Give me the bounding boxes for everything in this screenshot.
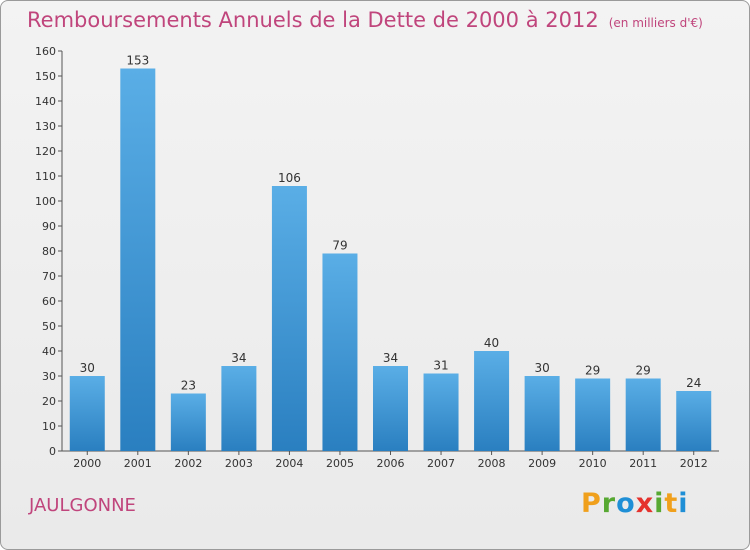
data-label: 79 [332,239,347,253]
y-tick-label: 70 [42,270,56,283]
chart-title-text: Remboursements Annuels de la Dette de 20… [27,8,599,32]
y-tick-label: 0 [49,445,56,458]
y-tick-label: 100 [35,195,56,208]
y-tick-label: 120 [35,145,56,158]
y-tick-label: 140 [35,95,56,108]
x-tick-label: 2004 [275,457,303,470]
bar [373,366,408,451]
bar [69,376,105,451]
x-tick-label: 2009 [528,457,556,470]
commune-name: JAULGONNE [29,495,136,516]
y-tick-label: 110 [35,170,56,183]
logo-letter: x [635,488,655,519]
x-tick-label: 2012 [680,457,708,470]
data-label: 106 [278,171,301,185]
bar [423,373,459,451]
y-tick-label: 160 [35,45,56,58]
y-tick-label: 60 [42,295,56,308]
logo-letter: i [678,488,689,519]
x-tick-label: 2007 [427,457,455,470]
data-label: 23 [181,379,196,393]
y-tick-label: 90 [42,220,56,233]
bar [221,366,257,451]
bar [120,68,156,451]
data-label: 29 [636,364,651,378]
x-tick-label: 2002 [174,457,202,470]
data-label: 24 [686,376,701,390]
x-tick-label: 2010 [579,457,607,470]
bar [676,391,712,451]
label-layer: 2000 30 2001 153 2002 23 2003 34 2004 106 2005 79 20… [73,54,707,471]
y-tick-label: 50 [42,320,56,333]
y-tick-label: 80 [42,245,56,258]
y-tick-label: 40 [42,345,56,358]
bar [474,351,510,451]
data-label: 153 [126,54,149,68]
data-label: 34 [383,351,398,365]
logo-letter: t [664,488,679,519]
bar [322,253,358,451]
x-tick-label: 2005 [326,457,354,470]
y-tick-label: 20 [42,395,56,408]
data-label: 30 [534,361,549,375]
logo-letter: i [654,488,665,519]
y-tick-label: 130 [35,120,56,133]
x-tick-label: 2001 [124,457,152,470]
bar [575,378,611,451]
x-tick-label: 2011 [629,457,657,470]
bar [524,376,560,451]
data-label: 34 [231,351,246,365]
x-tick-label: 2006 [377,457,405,470]
logo-letter: P [581,488,602,519]
x-tick-label: 2000 [73,457,101,470]
data-label: 31 [433,359,448,373]
bar [170,393,206,451]
logo-letter: r [601,488,617,519]
logo-letter: o [616,488,636,519]
data-label: 40 [484,336,499,350]
bar-layer [69,68,712,451]
x-tick-label: 2008 [478,457,506,470]
data-label: 30 [80,361,95,375]
axis-layer: 0 10 20 30 40 50 60 70 80 90 100 110 120 130 140 150 160 [35,45,719,458]
proxiti-logo: Proxiti [581,488,689,519]
y-tick-label: 30 [42,370,56,383]
bar [271,186,307,451]
data-label: 29 [585,364,600,378]
chart-title: Remboursements Annuels de la Dette de 20… [27,8,703,32]
chart-unit: (en milliers d'€) [608,16,703,30]
y-tick-label: 150 [35,70,56,83]
x-tick-label: 2003 [225,457,253,470]
bar [625,378,661,451]
y-tick-label: 10 [42,420,56,433]
